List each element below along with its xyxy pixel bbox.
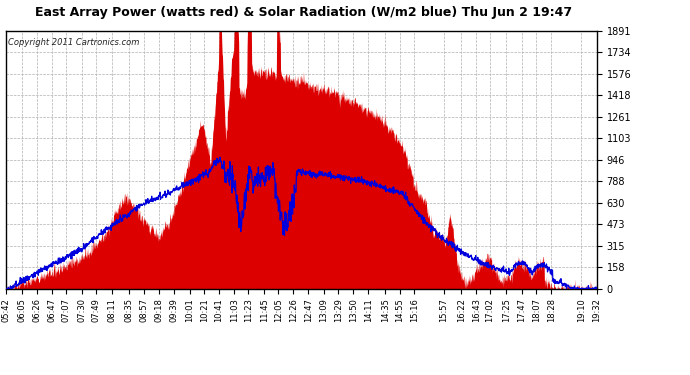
Text: Copyright 2011 Cartronics.com: Copyright 2011 Cartronics.com [8,39,140,48]
Text: East Array Power (watts red) & Solar Radiation (W/m2 blue) Thu Jun 2 19:47: East Array Power (watts red) & Solar Rad… [35,6,572,19]
